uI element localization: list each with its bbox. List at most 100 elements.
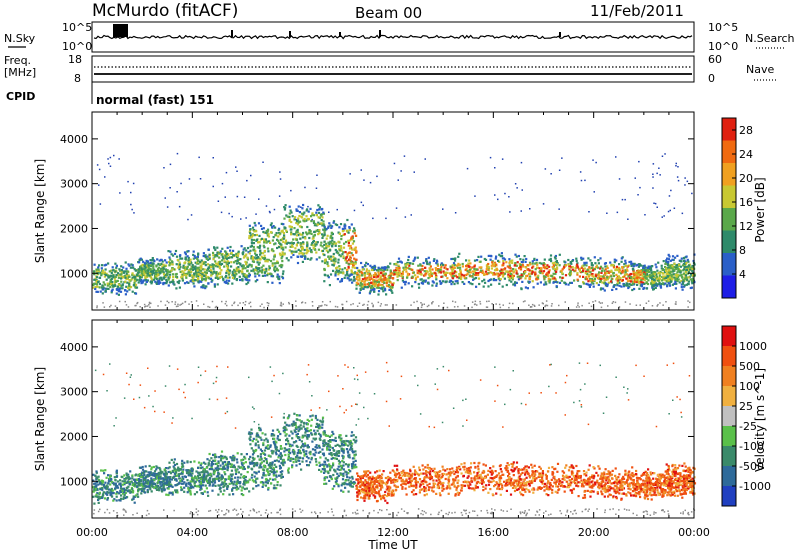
scatter-point <box>254 224 257 227</box>
scatter-point <box>632 269 635 272</box>
scatter-point <box>189 460 192 464</box>
scatter-point <box>315 187 318 189</box>
scatter-point <box>523 255 526 258</box>
scatter-point <box>321 260 324 263</box>
scatter-point <box>350 236 353 239</box>
power-ylabel: Slant Range [km] <box>33 159 47 263</box>
scatter-point <box>463 282 466 285</box>
ground-scatter-point <box>288 301 290 304</box>
scatter-point <box>95 283 98 286</box>
scatter-point <box>93 263 96 266</box>
scatter-point <box>105 287 108 290</box>
scatter-point <box>105 263 108 266</box>
scatter-point <box>142 260 145 263</box>
scatter-point <box>408 264 411 267</box>
scatter-point <box>509 211 511 213</box>
scatter-point <box>170 253 173 256</box>
scatter-point <box>570 262 573 265</box>
scatter-point <box>428 274 431 277</box>
scatter-point <box>290 250 293 253</box>
colorbar-tick-label: 8 <box>739 244 746 257</box>
scatter-point <box>122 487 126 490</box>
scatter-point <box>256 258 259 261</box>
scatter-point <box>593 191 595 193</box>
scatter-point <box>140 489 143 493</box>
scatter-point <box>187 269 190 272</box>
scatter-point <box>173 283 176 286</box>
scatter-point <box>318 222 321 225</box>
scatter-point <box>129 490 133 494</box>
scatter-point <box>201 273 204 276</box>
scatter-point <box>255 253 258 257</box>
scatter-point <box>133 483 137 486</box>
scatter-point <box>149 481 152 484</box>
scatter-point <box>188 273 191 277</box>
scatter-point <box>311 218 313 221</box>
scatter-point <box>179 270 182 273</box>
scatter-point <box>101 284 104 287</box>
ground-scatter-point <box>261 303 263 305</box>
scatter-point <box>212 254 215 257</box>
scatter-point <box>260 255 263 258</box>
scatter-point <box>633 276 636 279</box>
scatter-point <box>426 262 429 266</box>
scatter-point <box>161 265 164 268</box>
scatter-point <box>318 216 321 219</box>
ground-scatter-point <box>432 301 434 303</box>
scatter-point <box>404 268 407 271</box>
scatter-point <box>487 279 490 283</box>
scatter-point <box>279 178 282 180</box>
scatter-point <box>128 482 131 485</box>
scatter-point <box>260 227 264 230</box>
scatter-point <box>207 481 210 484</box>
scatter-point <box>506 270 509 273</box>
scatter-point <box>423 274 426 277</box>
scatter-point <box>511 259 514 262</box>
scatter-point <box>211 265 214 268</box>
scatter-point <box>113 476 116 479</box>
scatter-point <box>361 266 364 269</box>
scatter-point <box>141 270 144 273</box>
scatter-point <box>444 271 447 274</box>
scatter-point <box>477 273 480 277</box>
scatter-point <box>149 269 153 272</box>
scatter-point <box>649 268 652 271</box>
scatter-point <box>98 184 100 186</box>
scatter-point <box>174 491 178 494</box>
scatter-point <box>230 256 234 259</box>
scatter-point <box>376 175 378 178</box>
scatter-point <box>144 479 147 482</box>
scatter-point <box>543 283 546 286</box>
scatter-point <box>354 260 357 263</box>
scatter-point <box>308 232 311 235</box>
scatter-point <box>682 262 685 265</box>
scatter-point <box>162 479 165 482</box>
scatter-point <box>513 284 517 287</box>
scatter-point <box>643 282 646 285</box>
scatter-point <box>326 245 329 248</box>
scatter-point <box>463 276 466 279</box>
scatter-point <box>472 273 475 276</box>
ground-scatter-point <box>125 304 128 306</box>
scatter-point <box>423 270 426 273</box>
scatter-point <box>628 285 631 288</box>
scatter-point <box>111 489 114 492</box>
scatter-point <box>363 274 366 277</box>
scatter-point <box>280 257 283 260</box>
scatter-point <box>391 286 394 289</box>
scatter-point <box>383 274 386 277</box>
scatter-point <box>115 472 118 475</box>
scatter-point <box>525 266 528 269</box>
scatter-point <box>477 277 481 280</box>
scatter-point <box>110 291 113 294</box>
scatter-point <box>155 465 158 468</box>
scatter-point <box>232 254 236 257</box>
scatter-point <box>252 258 255 261</box>
scatter-point <box>660 267 663 270</box>
ground-scatter-point <box>657 303 659 306</box>
ground-scatter-point <box>334 305 337 308</box>
scatter-point <box>216 265 219 268</box>
scatter-point <box>151 270 154 273</box>
scatter-point <box>604 265 607 268</box>
scatter-point <box>369 286 373 289</box>
